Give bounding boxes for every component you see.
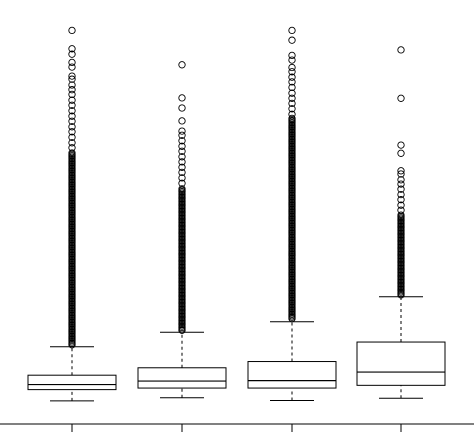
box-1-outlier-13 <box>68 81 76 89</box>
box-2-outlier-2 <box>178 174 186 182</box>
box-3-outlier-8 <box>288 73 296 81</box>
box-4-outlier-1 <box>397 206 405 214</box>
box-1-outlier-2 <box>68 139 76 147</box>
box-1-outlier-11 <box>68 90 76 99</box>
box-1-outlier-3 <box>68 133 76 141</box>
box-1-outlier-10 <box>68 96 76 104</box>
box-1-outlier-7 <box>68 112 76 120</box>
box-3-outlier-7 <box>288 78 296 86</box>
box-1-outlier-14 <box>68 75 76 83</box>
box-3-outlier-6 <box>288 83 296 92</box>
box-1-outlier-20 <box>68 26 76 35</box>
box-3-outlier-2 <box>288 105 296 113</box>
box-2-outlier-8 <box>178 142 186 150</box>
box-1-outlier-9 <box>68 101 76 109</box>
box-1-outlier-dense-137 <box>68 149 76 157</box>
box-2-outlier-11 <box>178 127 186 135</box>
box-4-outlier-3 <box>397 196 405 204</box>
box-3-outlier-4 <box>288 94 296 102</box>
box-2-iqr-box <box>137 367 227 389</box>
box-1-outlier-15 <box>68 72 76 80</box>
box-4-outlier-10 <box>397 149 405 157</box>
box-2-outlier-3 <box>178 168 186 177</box>
box-3-iqr-box <box>247 361 337 389</box>
box-2-outlier-15 <box>178 61 186 69</box>
box-4-outlier-2 <box>397 201 405 209</box>
box-3-outlier-dense-143 <box>288 114 296 123</box>
box-3-outlier-1 <box>288 110 296 118</box>
box-2-outlier-13 <box>178 104 186 112</box>
box-1-outlier-16 <box>68 63 76 71</box>
box-3-outlier-9 <box>288 68 296 76</box>
box-1-outlier-1 <box>68 144 76 152</box>
box-3-outlier-13 <box>288 36 296 44</box>
box-4-iqr-box <box>356 341 446 386</box>
box-3-outlier-12 <box>288 51 296 60</box>
box-1-outlier-4 <box>68 128 76 136</box>
box-4-outlier-13 <box>397 46 405 54</box>
box-2-outlier-7 <box>178 147 186 155</box>
box-2-outlier-10 <box>178 131 186 139</box>
box-2-outlier-dense-101 <box>178 185 186 193</box>
box-3-outlier-14 <box>288 26 296 35</box>
box-2-outlier-1 <box>178 179 186 187</box>
box-4-outlier-7 <box>397 176 405 184</box>
box-2-outlier-4 <box>178 163 186 171</box>
box-2-outlier-5 <box>178 158 186 166</box>
box-1-outlier-19 <box>68 45 76 53</box>
box-3-outlier-3 <box>288 99 296 108</box>
box-1-outlier-18 <box>68 50 76 58</box>
box-4-outlier-12 <box>397 94 405 102</box>
box-3-outlier-10 <box>288 63 296 72</box>
box-4-outlier-6 <box>397 180 405 188</box>
box-1-iqr-box <box>27 374 117 391</box>
box-4-outlier-8 <box>397 170 405 178</box>
box-2-outlier-6 <box>178 153 186 161</box>
box-1-outlier-17 <box>68 58 76 67</box>
box-4-outlier-5 <box>397 185 405 193</box>
box-1-outlier-12 <box>68 86 76 94</box>
box-4-outlier-dense-57 <box>397 211 405 219</box>
box-3-outlier-5 <box>288 89 296 97</box>
box-2-outlier-14 <box>178 94 186 102</box>
box-3-outlier-11 <box>288 56 296 64</box>
box-2-outlier-9 <box>178 137 186 145</box>
box-2-outlier-12 <box>178 117 186 125</box>
box-1-outlier-5 <box>68 123 76 131</box>
box-4-outlier-4 <box>397 190 405 199</box>
box-1-outlier-8 <box>68 107 76 115</box>
box-4-outlier-11 <box>397 141 405 149</box>
box-1-outlier-6 <box>68 117 76 125</box>
box-4-outlier-9 <box>397 167 405 175</box>
